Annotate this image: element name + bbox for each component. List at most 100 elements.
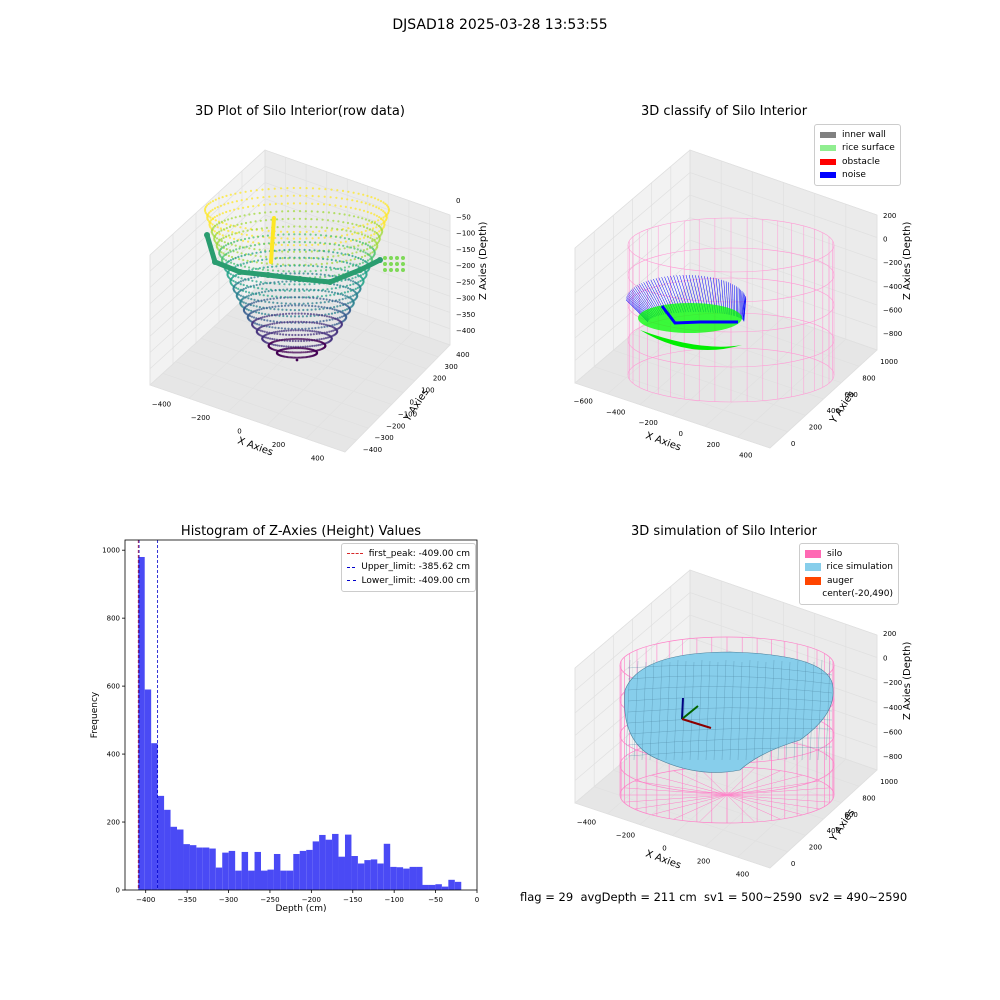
- bowl-point: [357, 216, 360, 219]
- bowl-point: [247, 253, 250, 256]
- bowl-point: [277, 280, 280, 284]
- bowl-point: [297, 312, 300, 315]
- bowl-point: [338, 316, 342, 319]
- bowl-point: [371, 220, 374, 223]
- bowl-point: [322, 319, 325, 323]
- bowl-point: [313, 288, 316, 291]
- bowl-point: [269, 211, 272, 214]
- bowl-point: [370, 234, 373, 237]
- bowl-point: [265, 315, 269, 318]
- bowl-point: [334, 300, 337, 303]
- bowl-point: [304, 217, 307, 220]
- bowl-point: [360, 255, 364, 259]
- bowl-point: [341, 298, 344, 301]
- bowl-point: [333, 293, 336, 296]
- bowl-point: [310, 210, 313, 213]
- bowl-point: [271, 269, 275, 272]
- bowl-point: [305, 202, 308, 205]
- bowl-point: [259, 255, 262, 258]
- bowl-point: [286, 244, 289, 247]
- bowl-point: [281, 218, 284, 221]
- bowl-point: [272, 297, 275, 300]
- bowl-point: [249, 302, 252, 306]
- bowl-point: [364, 251, 367, 254]
- bowl-point: [366, 223, 369, 226]
- bowl-point: [323, 325, 326, 328]
- bowl-point: [283, 321, 286, 324]
- bowl-point: [273, 322, 276, 325]
- bowl-point: [287, 250, 290, 253]
- bowl-point: [302, 320, 306, 324]
- bowl-point: [342, 260, 345, 263]
- bowl-point: [251, 234, 254, 237]
- bowl-point: [304, 327, 307, 330]
- bowl-point: [290, 296, 293, 299]
- bowl-point: [343, 266, 346, 269]
- bowl-point: [329, 266, 332, 269]
- bowl-point: [239, 289, 242, 292]
- bowl-point: [308, 296, 311, 299]
- bowl-point: [304, 345, 307, 348]
- bowl-point: [279, 333, 282, 336]
- bowl-point: [298, 240, 301, 244]
- bowl-point: [310, 218, 313, 221]
- bowl-point: [339, 293, 342, 296]
- bowl-point: [297, 315, 301, 318]
- bowl-point: [323, 250, 326, 253]
- bowl-point: [370, 212, 373, 215]
- bowl-point: [349, 239, 352, 242]
- bowl-point: [358, 240, 361, 243]
- bowl-point: [299, 202, 302, 205]
- bowl-point: [347, 265, 351, 268]
- bowl-point: [298, 256, 301, 259]
- bowl-point: [339, 304, 342, 307]
- bowl-point: [302, 272, 305, 275]
- bowl-point: [298, 248, 301, 251]
- bowl-point: [257, 204, 260, 207]
- bowl-point: [244, 227, 247, 230]
- bowl-point: [288, 333, 291, 336]
- bowl-point: [229, 273, 232, 276]
- bowl-point: [303, 312, 306, 315]
- bowl-point: [328, 298, 331, 302]
- bowl-point: [266, 234, 269, 237]
- bowl-point: [356, 200, 359, 203]
- bowl-point: [230, 241, 233, 245]
- bowl-point: [293, 309, 296, 312]
- bowl-point: [302, 339, 306, 342]
- bowl-point: [353, 258, 356, 261]
- panel4-ylabel: Y Axies: [828, 807, 857, 844]
- bowl-point: [224, 259, 228, 262]
- bowl-point: [218, 244, 221, 247]
- bowl-point: [326, 258, 329, 261]
- bowl-point: [266, 269, 269, 272]
- bowl-point: [221, 212, 224, 215]
- bowl-point: [298, 272, 301, 275]
- bowl-point: [293, 315, 297, 318]
- bowl-point: [265, 306, 268, 309]
- bowl-point: [291, 351, 294, 354]
- bowl-point: [311, 327, 314, 330]
- panel1-bowl-scatter: [203, 186, 405, 362]
- bowl-point: [271, 289, 274, 292]
- bowl-point: [248, 291, 251, 294]
- bowl-point: [353, 231, 356, 234]
- bowl-point: [340, 315, 344, 318]
- bowl-point: [252, 310, 255, 313]
- bowl-point: [288, 320, 292, 324]
- bowl-point: [255, 261, 258, 264]
- bowl-point: [340, 302, 344, 305]
- bowl-point: [349, 230, 352, 233]
- bowl-point: [265, 336, 268, 339]
- bowl-point: [274, 305, 277, 308]
- bowl-point: [302, 351, 305, 354]
- bowl-point: [274, 344, 277, 347]
- bowl-point: [349, 301, 352, 304]
- bowl-point: [286, 321, 289, 324]
- bowl-point: [274, 330, 277, 334]
- bowl-point: [345, 315, 348, 318]
- bowl-point: [247, 277, 250, 280]
- bowl-point: [334, 204, 337, 207]
